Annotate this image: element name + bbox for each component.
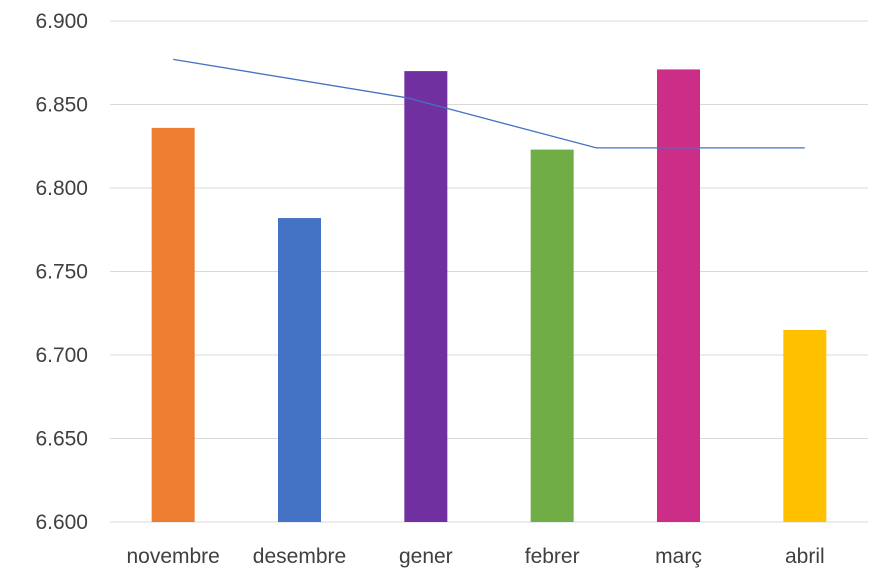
bar-març: [657, 69, 700, 523]
y-tick-label: 6.700: [35, 344, 88, 367]
x-category-label: desembre: [253, 545, 346, 568]
y-tick-label: 6.650: [35, 428, 88, 451]
y-tick-label: 6.600: [35, 511, 88, 534]
x-axis-category-labels: novembre desembre gener febrer març abril: [126, 545, 824, 568]
bars: [151, 69, 827, 523]
y-tick-label: 6.800: [35, 177, 88, 200]
x-category-label: abril: [785, 545, 825, 568]
gridlines: [110, 20, 868, 523]
bar-novembre: [151, 127, 195, 522]
x-category-label: gener: [399, 545, 453, 568]
y-axis-tick-labels: 6.600 6.650 6.700 6.750 6.800 6.850 6.900: [35, 10, 88, 534]
x-category-label: març: [655, 545, 702, 568]
bar-abril: [783, 329, 827, 522]
line-series: [173, 58, 805, 149]
bar-gener: [404, 71, 448, 522]
y-tick-label: 6.750: [35, 261, 88, 284]
x-category-label: novembre: [126, 545, 219, 568]
x-category-label: febrer: [525, 545, 580, 568]
y-tick-label: 6.900: [35, 10, 88, 33]
trend-line: [173, 58, 805, 149]
bar-desembre: [278, 218, 321, 522]
bar-febrer: [530, 149, 574, 522]
y-tick-label: 6.850: [35, 94, 88, 117]
